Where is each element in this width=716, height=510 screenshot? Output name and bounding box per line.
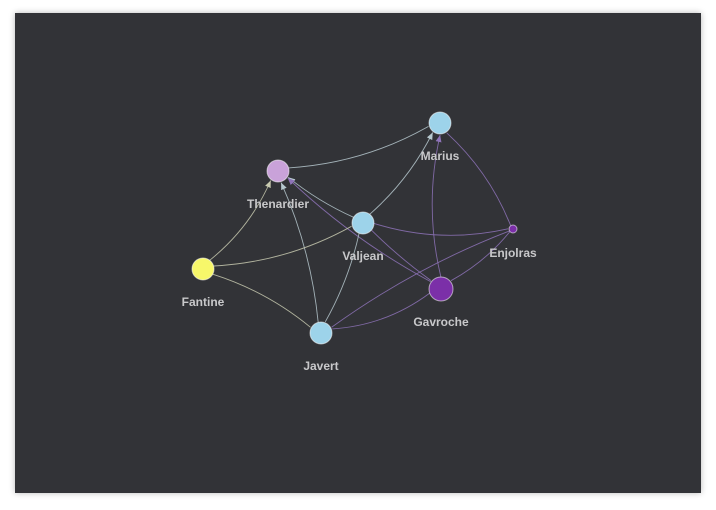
node-valjean[interactable]: [351, 211, 375, 235]
node-label-fantine: Fantine: [182, 295, 225, 309]
edge-valjean-javert: [324, 233, 360, 323]
node-label-javert: Javert: [303, 359, 338, 373]
edge-thenardier-marius: [288, 126, 429, 169]
edges-layer: [209, 126, 512, 330]
edge-fantine-javert: [212, 273, 311, 328]
edge-fantine-valjean: [213, 225, 352, 267]
edge-valjean-enjolras: [373, 222, 509, 236]
graph-canvas: Thenardier Marius Valjean Enjolras Fantine Ga…: [15, 13, 701, 493]
labels-layer: Thenardier Marius Valjean Enjolras Fantine Ga…: [182, 149, 537, 373]
node-label-gavroche: Gavroche: [413, 315, 469, 329]
node-javert[interactable]: [309, 321, 333, 345]
edge-valjean-gavroche: [371, 229, 432, 281]
node-thenardier[interactable]: [266, 159, 290, 183]
node-label-thenardier: Thenardier: [247, 197, 309, 211]
edge-valjean-marius: [369, 132, 434, 215]
edge-gavroche-javert: [332, 292, 430, 330]
edge-enjolras-javert: [331, 230, 510, 328]
edge-javert-thenardier: [280, 182, 319, 323]
edge-enjolras-gavroche: [450, 231, 511, 282]
node-label-valjean: Valjean: [342, 249, 383, 263]
node-label-marius: Marius: [421, 149, 460, 163]
node-label-enjolras: Enjolras: [489, 246, 537, 260]
edge-fantine-thenardier: [209, 180, 272, 261]
network-graph: Thenardier Marius Valjean Enjolras Fantine Ga…: [182, 111, 537, 373]
edge-gavroche-thenardier: [287, 177, 432, 283]
edge-enjolras-marius: [446, 132, 512, 226]
node-marius[interactable]: [428, 111, 452, 135]
node-gavroche[interactable]: [428, 276, 454, 302]
nodes-layer: [191, 111, 518, 345]
node-fantine[interactable]: [191, 257, 215, 281]
node-enjolras[interactable]: [508, 224, 518, 234]
edge-gavroche-marius: [431, 134, 442, 278]
